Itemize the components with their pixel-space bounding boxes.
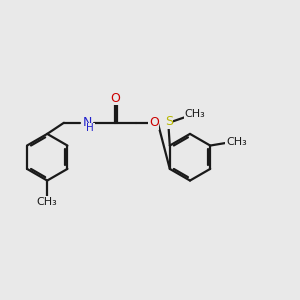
Text: O: O bbox=[149, 116, 159, 129]
Text: O: O bbox=[110, 92, 120, 105]
Text: CH₃: CH₃ bbox=[37, 197, 58, 207]
Text: S: S bbox=[165, 115, 173, 128]
Text: CH₃: CH₃ bbox=[184, 109, 205, 119]
Text: CH₃: CH₃ bbox=[226, 137, 247, 147]
Text: H: H bbox=[86, 123, 94, 133]
Text: N: N bbox=[82, 116, 92, 129]
